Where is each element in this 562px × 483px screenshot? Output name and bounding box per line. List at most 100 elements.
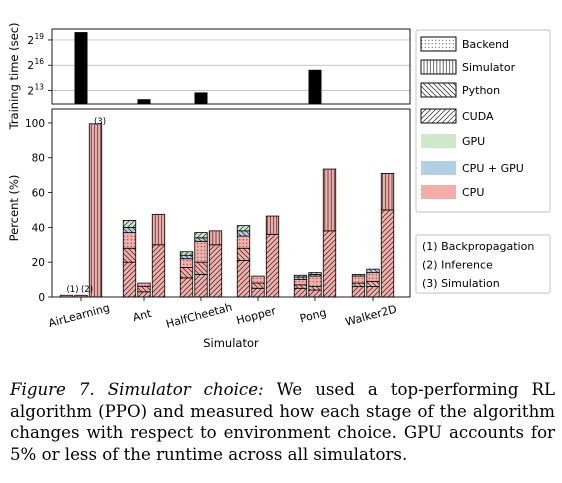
segment-pattern [265, 215, 280, 235]
segment-pattern [293, 279, 308, 286]
segment-pattern [194, 237, 208, 242]
segment-pattern [137, 291, 151, 298]
legend: Backend Simulator Python CUDA GPU CPU + GPU CP… [415, 29, 551, 213]
percent-ticks: 0 20 40 60 80 100 [25, 118, 52, 304]
ytick-label: 60 [32, 188, 45, 200]
segment-pattern [179, 254, 194, 260]
legend-pattern [420, 36, 457, 52]
segment-pattern [236, 247, 251, 261]
legend-label: CPU + GPU [462, 162, 524, 175]
segment-pattern [351, 275, 366, 284]
ytick-label: 0 [38, 292, 45, 304]
segment-pattern [194, 261, 208, 275]
ytick-label: 20 [32, 257, 45, 269]
segment-pattern [351, 286, 366, 298]
caption-label: Figure 7. Simulator choice: [10, 380, 264, 399]
legend-label: CPU [462, 186, 484, 199]
phase-legend-label: (2) Inference [422, 259, 493, 272]
segment-pattern [151, 244, 166, 298]
segment-pattern [194, 240, 208, 263]
training-time-bars [74, 32, 322, 104]
segment-pattern [194, 232, 208, 239]
caption-text: We used a top-performing RL algorithm (P… [10, 380, 555, 464]
category-label: Hopper [235, 304, 278, 327]
training-time-bar [308, 69, 322, 104]
segment-pattern [251, 282, 265, 289]
segment-pattern [236, 235, 251, 249]
training-time-ticks: 2 192 162 13 [27, 32, 52, 98]
percent-frame [51, 108, 411, 298]
segment-pattern [236, 225, 251, 232]
legend-label: CUDA [462, 110, 494, 123]
segment-pattern [308, 275, 322, 287]
segment-pattern [236, 230, 251, 237]
category-label: Walker2D [344, 303, 398, 329]
legend-label: Python [462, 84, 500, 97]
phase-annotation: (3) [94, 117, 106, 127]
segment-pattern [236, 260, 251, 298]
training-time-ylabel: Training time (sec) [7, 22, 21, 130]
phase-legend-label: (3) Simulation [422, 277, 500, 290]
figure: Training time (sec) 2 192 162 13 Percent (%… [7, 22, 551, 350]
category-label: AirLearning [47, 301, 111, 330]
segment-pattern [366, 280, 380, 287]
legend-swatch [421, 185, 456, 199]
percent-xlabel: Simulator [203, 336, 259, 350]
segment-pattern [151, 213, 166, 246]
segment-pattern [351, 282, 366, 287]
training-time-bar [137, 99, 151, 104]
legend-swatch [421, 134, 456, 148]
ytick-label: 2 [27, 35, 34, 47]
training-time-bar [74, 32, 88, 104]
legend-label: Backend [462, 38, 509, 51]
segment-pattern [366, 272, 380, 282]
category-label: HalfCheetah [164, 301, 233, 331]
segment-pattern [322, 230, 337, 298]
training-time-grid [52, 39, 410, 91]
category-label: Ant [131, 307, 153, 325]
percent-panel: Percent (%) 0 20 40 60 80 100 (1) (2) (3) AirLe… [7, 108, 411, 350]
segment-pattern [194, 273, 208, 298]
segment-pattern [351, 273, 366, 277]
percent-ylabel: Percent (%) [7, 175, 21, 242]
segment-pattern [179, 277, 194, 298]
segment-pattern [293, 284, 308, 289]
ytick-label: 80 [32, 153, 45, 165]
ytick-label: 2 [27, 60, 34, 72]
segment-pattern [122, 226, 137, 233]
segment-pattern [179, 251, 194, 256]
phase-annotation: (2) [81, 285, 93, 295]
segment-pattern [179, 267, 194, 279]
segment-pattern [265, 233, 280, 298]
segment-pattern [380, 173, 395, 211]
segment-pattern [122, 220, 137, 228]
ytick-exponent: 16 [35, 57, 45, 66]
segment-pattern [251, 275, 265, 284]
phase-annotation: (1) [66, 285, 78, 295]
segment-pattern [88, 123, 103, 298]
segment-pattern [208, 230, 223, 246]
legend-label: Simulator [462, 61, 516, 74]
ytick-exponent: 13 [35, 83, 45, 92]
segment-pattern [122, 232, 137, 249]
category-label: Pong [298, 306, 327, 326]
ytick-label: 40 [32, 222, 45, 234]
segment-pattern [122, 261, 137, 298]
segment-pattern [380, 209, 395, 298]
training-time-bar [194, 92, 208, 104]
segment-pattern [293, 287, 308, 298]
phase-legend-frame [415, 234, 551, 294]
figure-caption: Figure 7. Simulator choice: We used a to… [10, 379, 555, 465]
segment-pattern [366, 268, 380, 274]
legend-label: GPU [462, 135, 485, 148]
segment-pattern [308, 286, 322, 291]
segment-pattern [293, 274, 308, 278]
segment-pattern [308, 289, 322, 298]
segment-pattern [322, 168, 337, 232]
ytick-exponent: 19 [35, 32, 45, 41]
segment-pattern [179, 258, 194, 268]
phase-legend: (1) Backpropagation (2) Inference (3) Simu… [415, 234, 551, 294]
segment-pattern [122, 247, 137, 263]
ytick-label: 2 [27, 86, 34, 98]
segment-pattern [208, 244, 223, 298]
